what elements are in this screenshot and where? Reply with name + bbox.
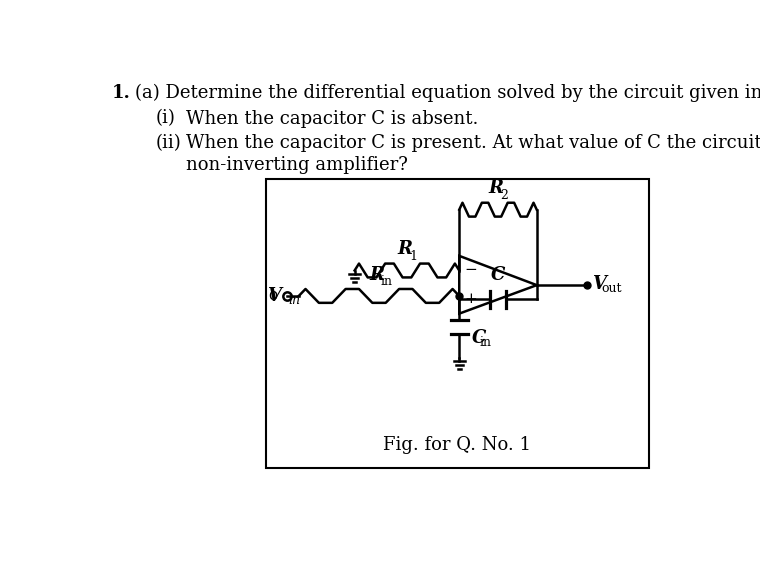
Text: When the capacitor C is absent.: When the capacitor C is absent. bbox=[186, 109, 479, 128]
Text: o: o bbox=[264, 288, 278, 304]
Text: V: V bbox=[267, 287, 281, 305]
Text: V: V bbox=[592, 276, 606, 293]
Text: Fig. for Q. No. 1: Fig. for Q. No. 1 bbox=[383, 435, 531, 453]
Text: in: in bbox=[288, 294, 300, 307]
Bar bbox=[265, 179, 649, 468]
Text: out: out bbox=[601, 282, 622, 296]
Text: (i): (i) bbox=[156, 109, 176, 128]
Text: −: − bbox=[464, 263, 477, 277]
Text: 2: 2 bbox=[500, 189, 508, 202]
Text: When the capacitor C is present. At what value of C the circuit becomes a: When the capacitor C is present. At what… bbox=[186, 134, 760, 152]
Text: +: + bbox=[464, 292, 477, 305]
Text: 1.: 1. bbox=[112, 84, 131, 102]
Text: in: in bbox=[480, 336, 492, 350]
Text: (ii): (ii) bbox=[156, 134, 181, 152]
Text: C: C bbox=[472, 329, 486, 347]
Text: C: C bbox=[491, 266, 505, 284]
Text: in: in bbox=[381, 275, 393, 288]
Text: (a) Determine the differential equation solved by the circuit given in Fig. for : (a) Determine the differential equation … bbox=[135, 84, 760, 103]
Text: 1: 1 bbox=[410, 250, 418, 263]
Polygon shape bbox=[459, 256, 537, 313]
Text: non-inverting amplifier?: non-inverting amplifier? bbox=[186, 156, 408, 174]
Text: R: R bbox=[488, 179, 503, 197]
Text: R: R bbox=[369, 266, 385, 284]
Text: R: R bbox=[397, 240, 412, 258]
